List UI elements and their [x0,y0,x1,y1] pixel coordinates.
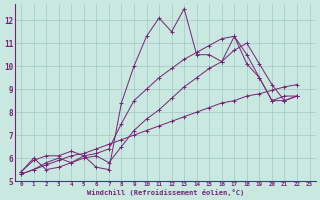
X-axis label: Windchill (Refroidissement éolien,°C): Windchill (Refroidissement éolien,°C) [87,189,244,196]
